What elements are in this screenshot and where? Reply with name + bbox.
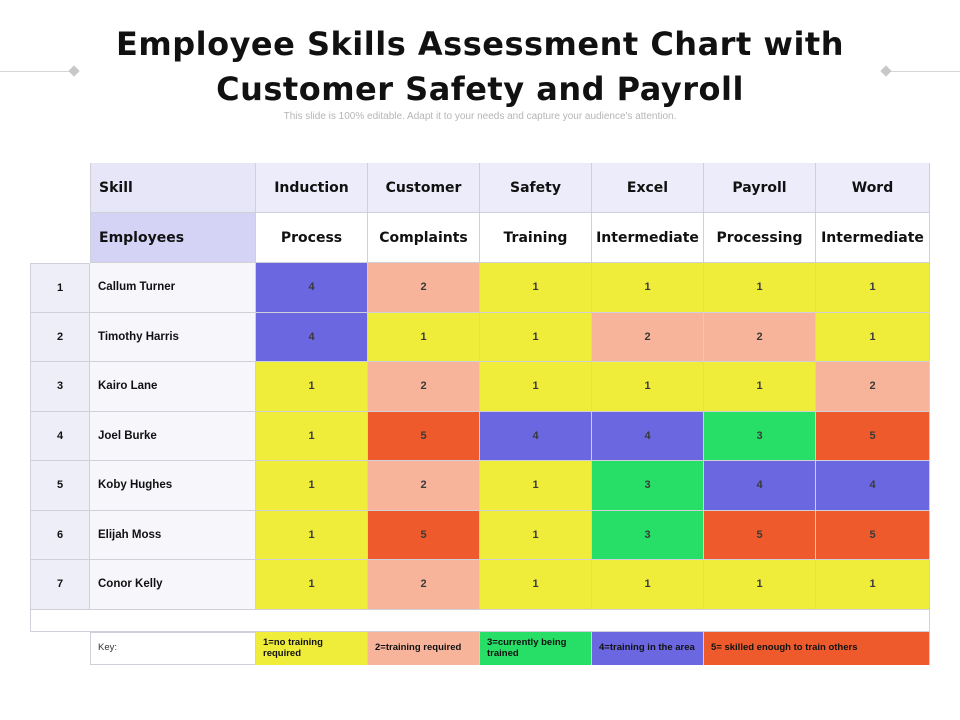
employee-name: Kairo Lane: [90, 362, 256, 412]
key-item: 3=currently being trained: [480, 632, 592, 665]
row-index: 2: [30, 312, 90, 362]
header-skill-5: Payroll: [704, 163, 816, 213]
score-cell: 1: [816, 560, 930, 610]
employee-name: Koby Hughes: [90, 461, 256, 511]
score-cell: 1: [256, 461, 368, 511]
key-item: 2=training required: [368, 632, 480, 665]
title-rule-left: [0, 71, 73, 72]
score-cell: 1: [592, 263, 704, 313]
diamond-ornament-right: [880, 65, 892, 77]
employee-name: Elijah Moss: [90, 510, 256, 560]
row-index: 6: [30, 510, 90, 560]
score-cell: 3: [592, 461, 704, 511]
header-skill-0: Skill: [90, 163, 256, 213]
employee-name: Conor Kelly: [90, 560, 256, 610]
score-cell: 1: [704, 263, 816, 313]
score-cell: 2: [368, 560, 480, 610]
score-cell: 5: [816, 510, 930, 560]
table-bottom-border: [30, 609, 930, 632]
header-subskill-4: Intermediate: [592, 213, 704, 263]
employee-name: Callum Turner: [90, 263, 256, 313]
score-cell: 1: [256, 411, 368, 461]
header-skill-4: Excel: [592, 163, 704, 213]
score-cell: 2: [704, 312, 816, 362]
header-skill-3: Safety: [480, 163, 592, 213]
score-cell: 1: [592, 362, 704, 412]
score-cell: 1: [480, 461, 592, 511]
employee-name: Timothy Harris: [90, 312, 256, 362]
page-subtitle: This slide is 100% editable. Adapt it to…: [283, 111, 677, 122]
score-cell: 4: [816, 461, 930, 511]
header-subskill-3: Training: [480, 213, 592, 263]
header-skill-1: Induction: [256, 163, 368, 213]
page-title-line-2: Customer Safety and Payroll: [216, 70, 744, 108]
score-cell: 5: [704, 510, 816, 560]
score-cell: 1: [480, 362, 592, 412]
diamond-ornament-left: [68, 65, 80, 77]
score-cell: 1: [480, 510, 592, 560]
score-cell: 2: [368, 263, 480, 313]
key-item: 1=no training required: [256, 632, 368, 665]
score-cell: 2: [592, 312, 704, 362]
page-title-line-1: Employee Skills Assessment Chart with: [116, 25, 844, 63]
employee-name: Joel Burke: [90, 411, 256, 461]
score-cell: 1: [480, 560, 592, 610]
score-cell: 1: [256, 510, 368, 560]
score-cell: 1: [816, 263, 930, 313]
row-index: 1: [30, 263, 90, 313]
key-label: Key:: [90, 632, 256, 665]
score-cell: 1: [480, 263, 592, 313]
header-skill-6: Word: [816, 163, 930, 213]
color-key-row: Key: 1=no training required 2=training req…: [90, 632, 930, 665]
score-cell: 1: [704, 362, 816, 412]
score-cell: 4: [256, 312, 368, 362]
score-cell: 1: [256, 560, 368, 610]
title-rule-right: [889, 71, 960, 72]
key-item: 4=training in the area: [592, 632, 704, 665]
row-index: 7: [30, 560, 90, 610]
score-cell: 1: [368, 312, 480, 362]
header-subskill-0: Employees: [90, 213, 256, 263]
row-index: 5: [30, 461, 90, 511]
score-cell: 1: [816, 312, 930, 362]
row-index: 3: [30, 362, 90, 412]
header-subskill-5: Processing: [704, 213, 816, 263]
score-cell: 1: [592, 560, 704, 610]
row-index: 4: [30, 411, 90, 461]
header-subskill-2: Complaints: [368, 213, 480, 263]
score-cell: 4: [704, 461, 816, 511]
score-cell: 1: [480, 312, 592, 362]
score-cell: 5: [368, 411, 480, 461]
score-cell: 3: [592, 510, 704, 560]
header-subskill-6: Intermediate: [816, 213, 930, 263]
score-cell: 4: [256, 263, 368, 313]
score-cell: 5: [368, 510, 480, 560]
score-cell: 4: [480, 411, 592, 461]
header-skill-2: Customer: [368, 163, 480, 213]
score-cell: 5: [816, 411, 930, 461]
score-cell: 2: [368, 362, 480, 412]
score-cell: 3: [704, 411, 816, 461]
key-item: 5= skilled enough to train others: [704, 632, 930, 665]
score-cell: 4: [592, 411, 704, 461]
score-cell: 1: [256, 362, 368, 412]
header-subskill-1: Process: [256, 213, 368, 263]
score-cell: 2: [816, 362, 930, 412]
score-cell: 1: [704, 560, 816, 610]
score-cell: 2: [368, 461, 480, 511]
